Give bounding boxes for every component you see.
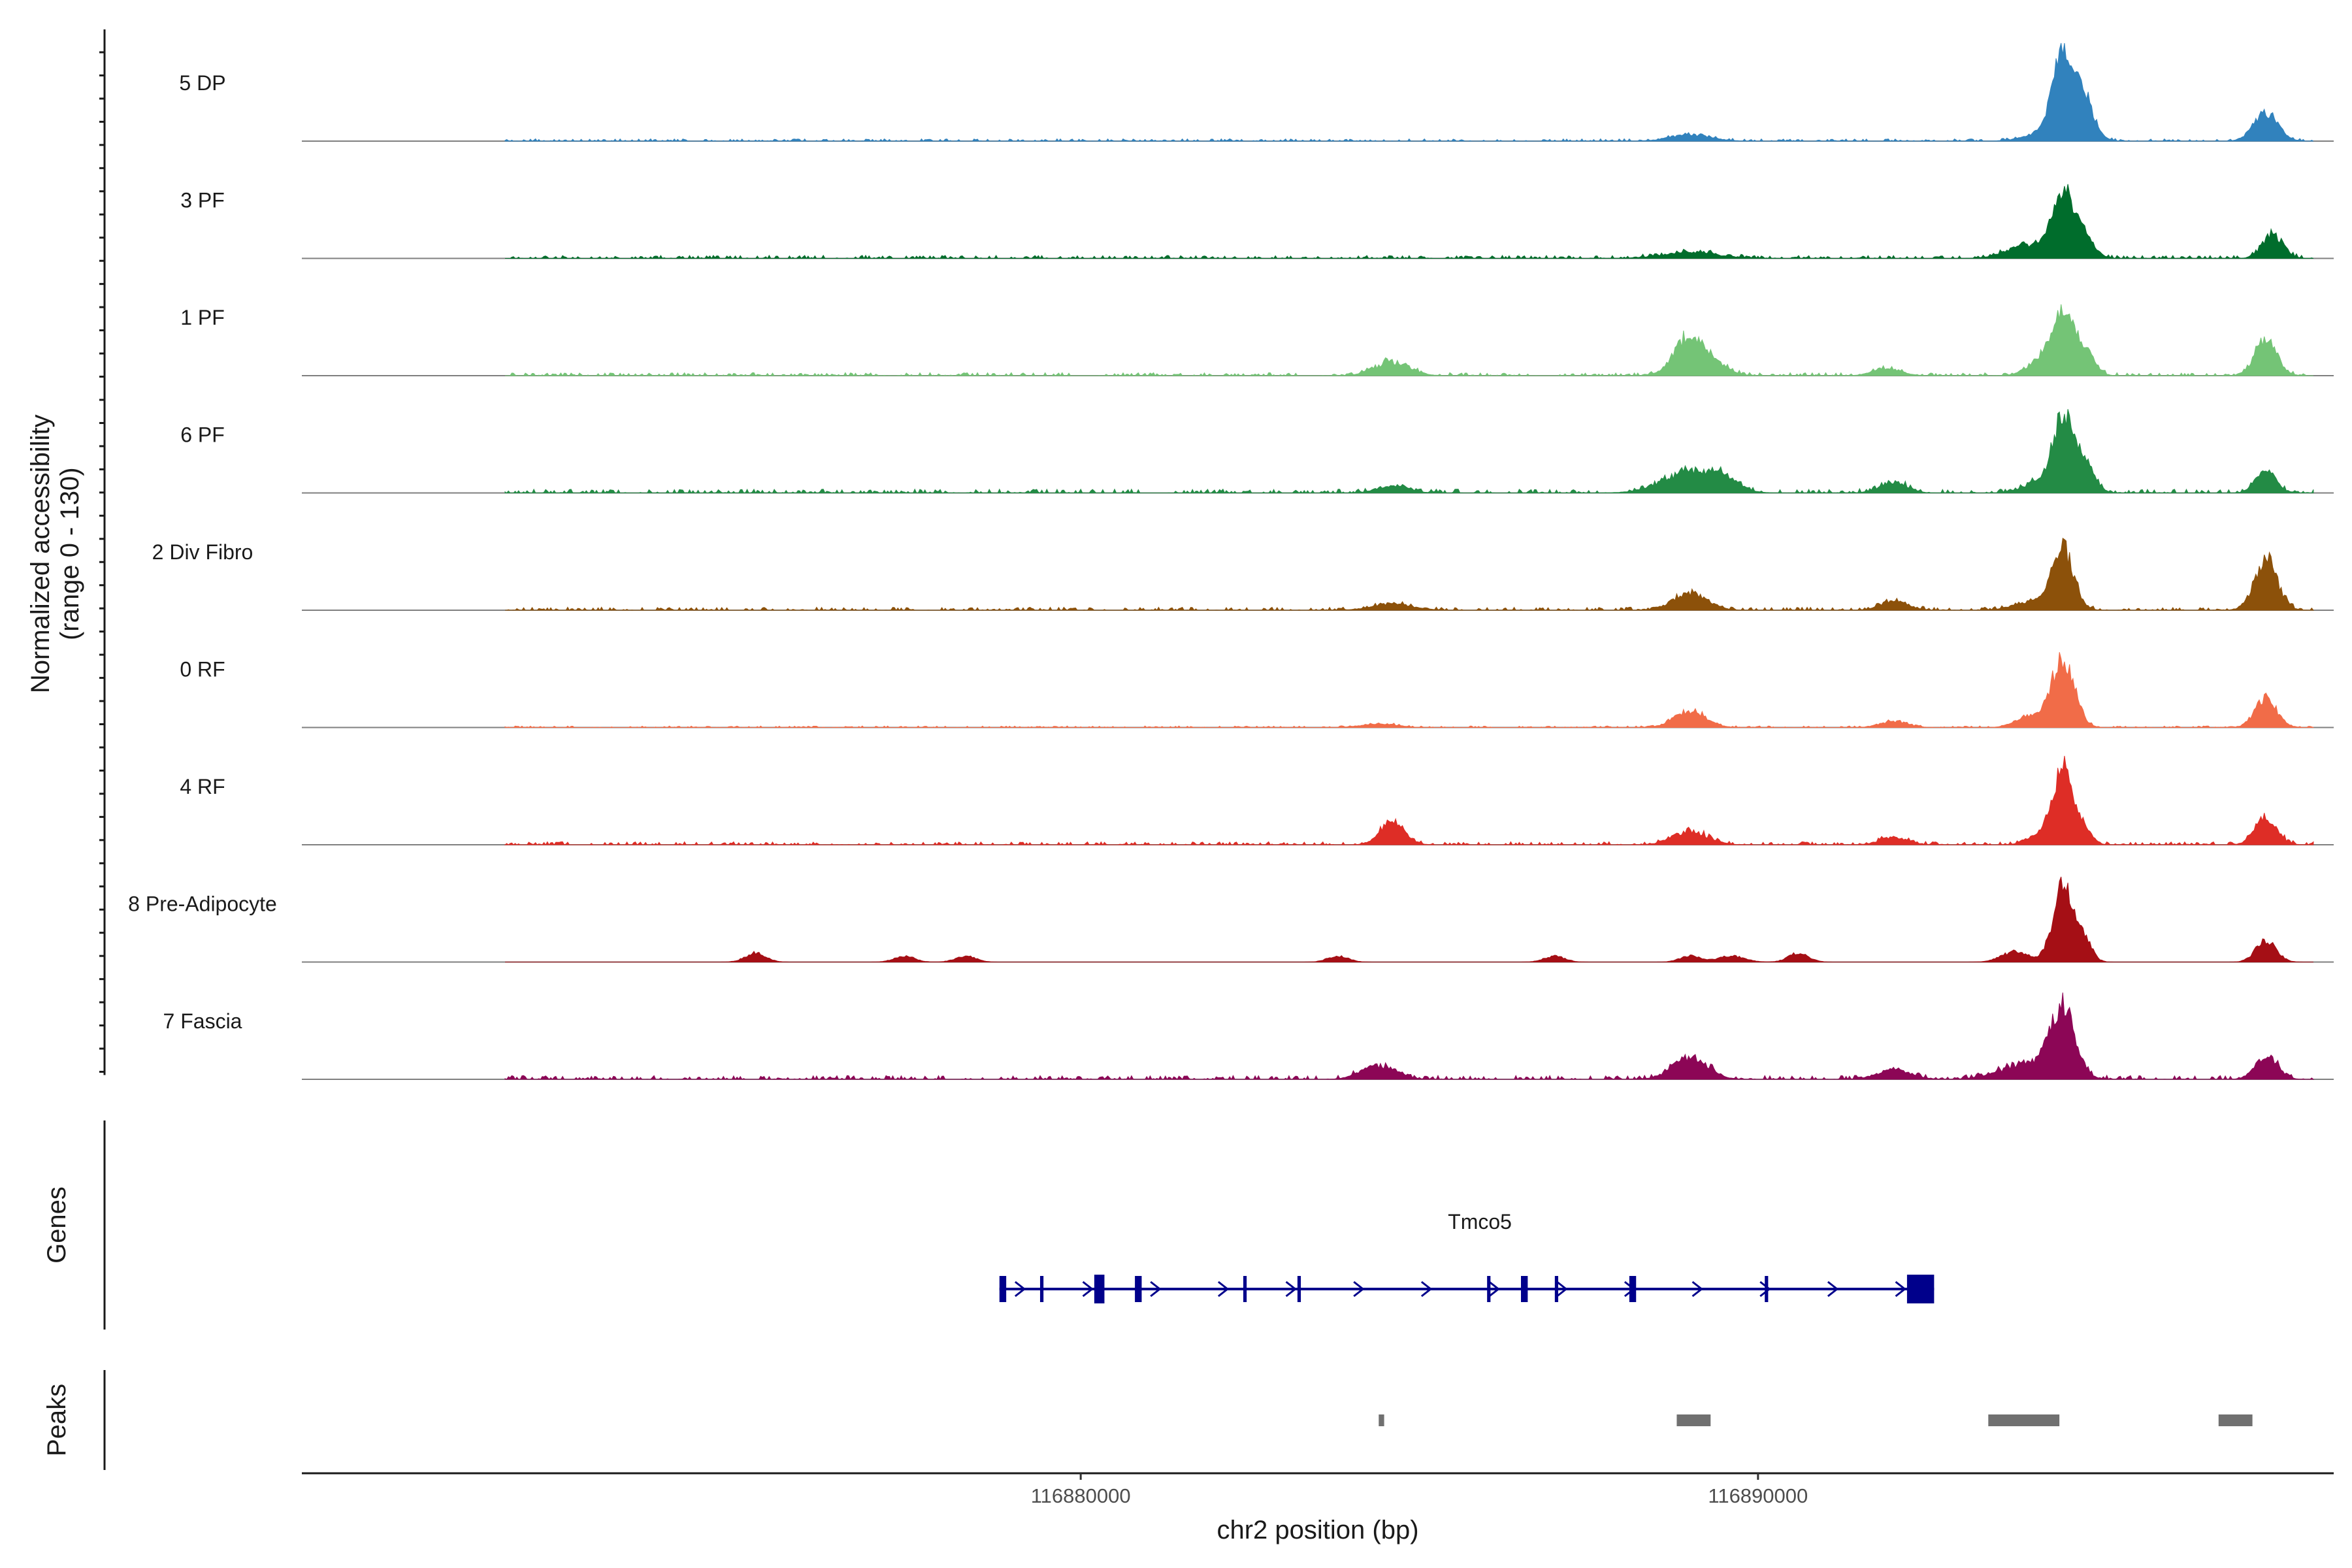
y-axis-title-line1: Normalized accessibility bbox=[26, 414, 55, 693]
strand-arrow bbox=[1895, 1281, 1906, 1298]
peak-region bbox=[1379, 1414, 1384, 1426]
peak-region bbox=[1676, 1414, 1711, 1426]
track-3-pf: 3 PF bbox=[180, 184, 2334, 259]
exon bbox=[1094, 1275, 1105, 1303]
track-5-dp: 5 DP bbox=[179, 42, 2334, 142]
strand-arrow bbox=[1285, 1281, 1297, 1298]
strand-arrow bbox=[1353, 1281, 1365, 1298]
peak-region bbox=[1988, 1414, 2060, 1426]
track-1-pf: 1 PF bbox=[180, 304, 2334, 376]
y-axis-title-line2: (range 0 - 130) bbox=[56, 467, 84, 640]
strand-arrow bbox=[1082, 1281, 1094, 1298]
strand-arrow bbox=[1827, 1281, 1839, 1298]
track-label: 3 PF bbox=[180, 189, 225, 212]
track-label: 0 RF bbox=[180, 658, 225, 681]
strand-arrow bbox=[1420, 1281, 1433, 1298]
track-label: 1 PF bbox=[180, 306, 225, 329]
track-0-rf: 0 RF bbox=[180, 652, 2334, 728]
track-label: 7 Fascia bbox=[163, 1009, 242, 1033]
track-label: 8 Pre-Adipocyte bbox=[128, 892, 277, 916]
strand-arrow bbox=[1150, 1281, 1162, 1298]
coverage-area bbox=[505, 304, 2313, 376]
strand-arrow bbox=[1759, 1281, 1771, 1298]
coverage-area bbox=[505, 184, 2314, 259]
exon bbox=[1521, 1276, 1528, 1302]
exon bbox=[1554, 1276, 1559, 1302]
exon bbox=[1906, 1275, 1935, 1303]
track-label: 4 RF bbox=[180, 775, 225, 798]
strand-arrow bbox=[1014, 1281, 1026, 1298]
peaks-track-title: Peaks bbox=[42, 1384, 71, 1456]
track-6-pf: 6 PF bbox=[180, 409, 2334, 494]
track-2-div-fibro: 2 Div Fibro bbox=[152, 538, 2334, 611]
coverage-area bbox=[505, 876, 2313, 962]
genes-track-title: Genes bbox=[42, 1186, 71, 1264]
exon bbox=[999, 1276, 1007, 1302]
exon bbox=[1765, 1276, 1769, 1302]
coverage-area bbox=[504, 652, 2314, 728]
coverage-area bbox=[504, 992, 2315, 1081]
exon bbox=[1243, 1276, 1247, 1302]
track-label: 2 Div Fibro bbox=[152, 540, 253, 564]
coverage-area bbox=[505, 538, 2314, 611]
strand-arrow bbox=[1488, 1281, 1500, 1298]
coverage-area bbox=[504, 409, 2314, 494]
track-8-pre-adipocyte: 8 Pre-Adipocyte bbox=[128, 876, 2334, 963]
exon bbox=[1039, 1276, 1044, 1302]
track-label: 6 PF bbox=[180, 423, 225, 447]
strand-arrow bbox=[1691, 1281, 1703, 1298]
x-axis-title: chr2 position (bp) bbox=[1217, 1516, 1418, 1544]
exon bbox=[1629, 1276, 1637, 1302]
coverage-area bbox=[504, 42, 2314, 142]
coverage-tracks: 5 DP 3 PF 1 PF 6 PF 2 Div Fibro 0 RF 4 RF 8 Pre… bbox=[99, 29, 2334, 1081]
coverage-area bbox=[504, 755, 2314, 845]
exon bbox=[1297, 1276, 1301, 1302]
track-4-rf: 4 RF bbox=[180, 755, 2334, 845]
track-7-fascia: 7 Fascia bbox=[163, 992, 2334, 1081]
track-label: 5 DP bbox=[179, 71, 225, 95]
peak-region bbox=[2218, 1414, 2253, 1426]
strand-arrow bbox=[1217, 1281, 1230, 1298]
peaks-track: Peaks bbox=[42, 1370, 2253, 1470]
strand-arrow bbox=[1556, 1281, 1568, 1298]
x-axis: chr2 position (bp) 116880000 116890000 bbox=[302, 1472, 2334, 1544]
exon bbox=[1135, 1276, 1142, 1302]
gene-label: Tmco5 bbox=[1448, 1210, 1512, 1233]
exon bbox=[1487, 1276, 1491, 1302]
genes-track: Genes Tmco5 bbox=[42, 1120, 1935, 1330]
y-axis-title: Normalized accessibility (range 0 - 130) bbox=[26, 414, 84, 693]
x-tick-label: 116890000 bbox=[1708, 1484, 1808, 1507]
x-tick-label: 116880000 bbox=[1031, 1484, 1131, 1507]
